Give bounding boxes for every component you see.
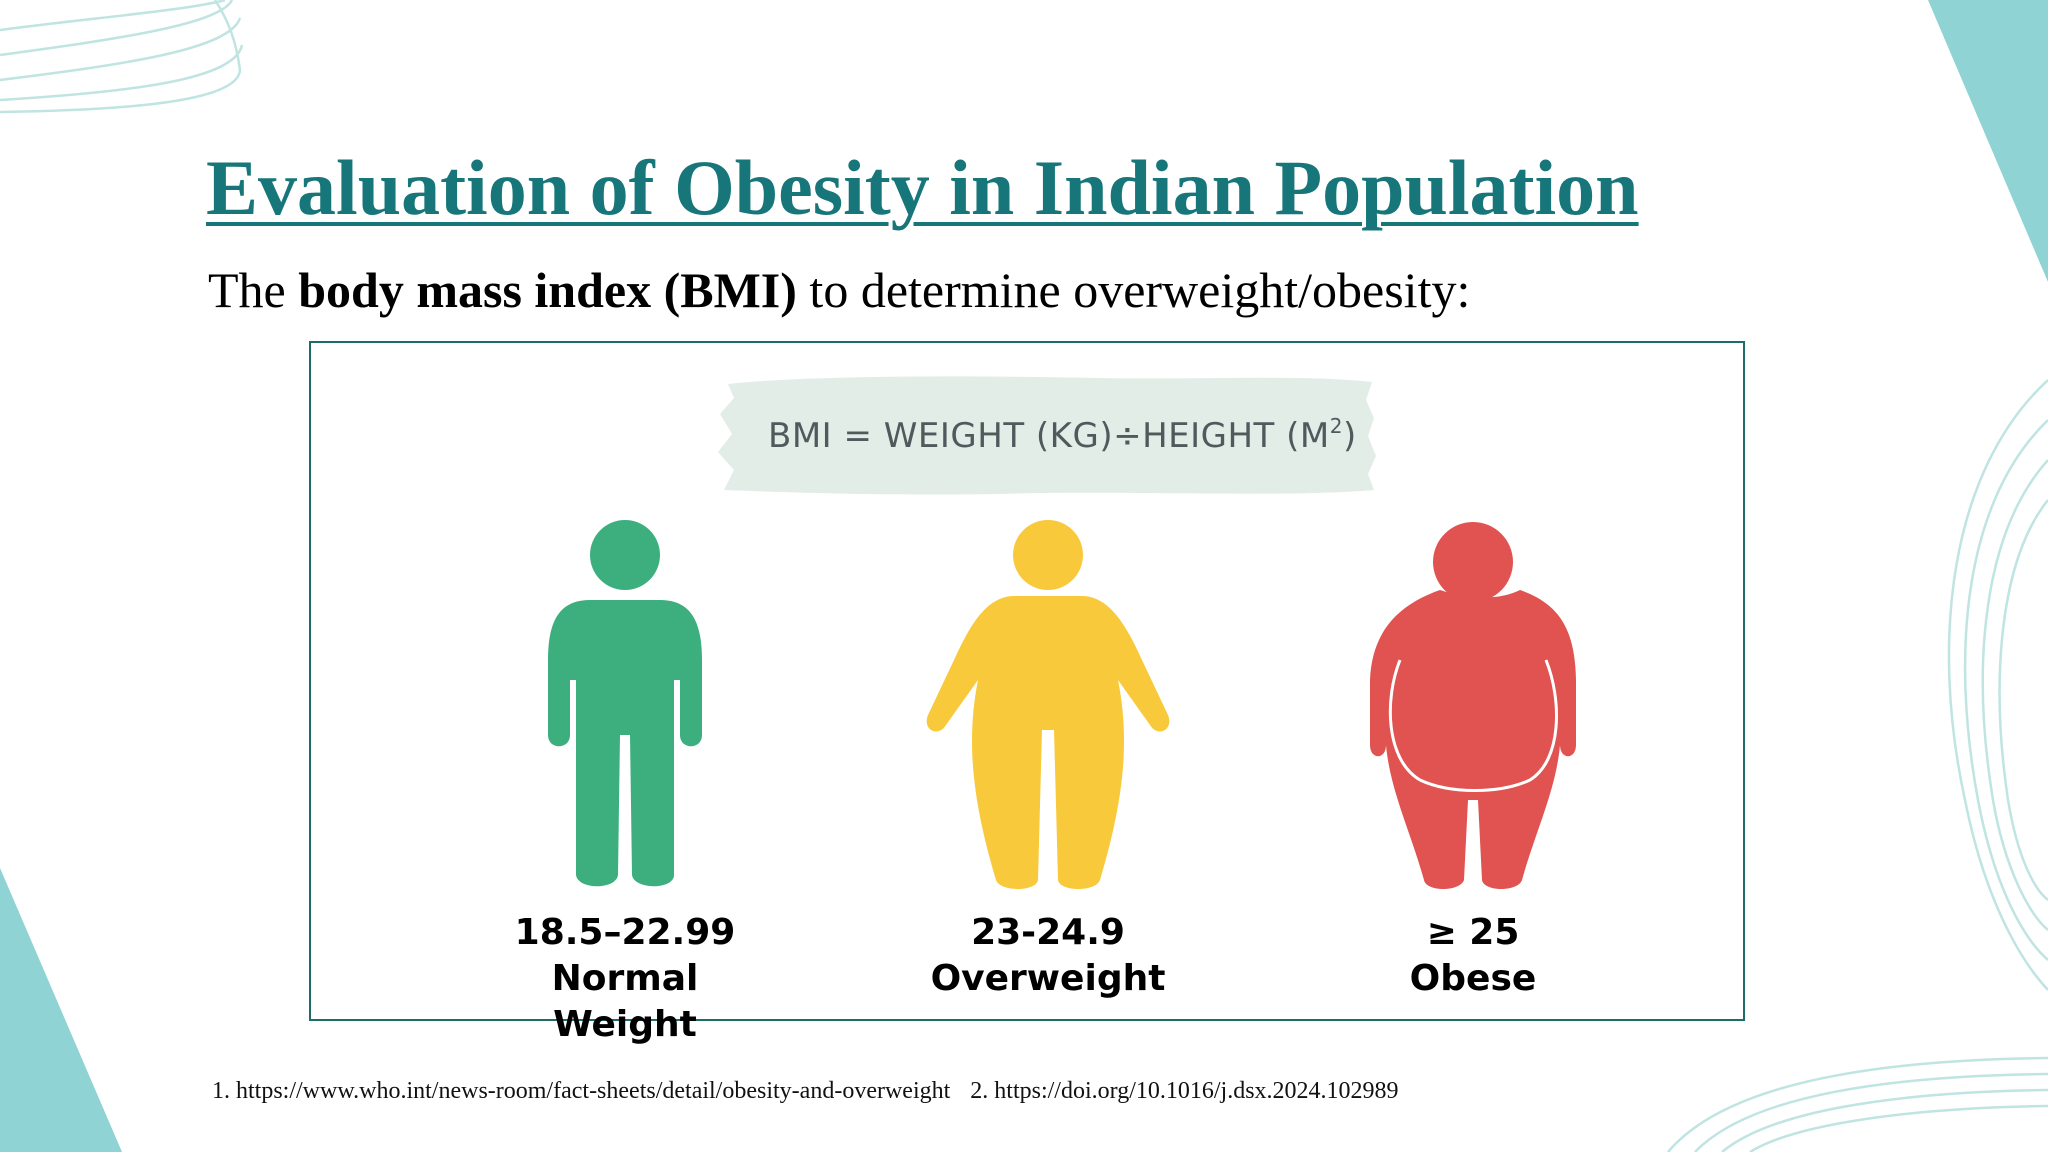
formula-superscript: 2: [1329, 414, 1343, 438]
category-label: Obese: [1409, 958, 1537, 999]
top-left-wave-lines: [0, 0, 244, 114]
category-overweight: 23-24.9 Overweight: [888, 910, 1208, 1002]
subtitle-bold-term: body mass index (BMI): [298, 262, 797, 318]
references: 1. https://www.who.int/news-room/fact-sh…: [212, 1078, 1399, 1105]
category-normal-weight: 18.5–22.99 Normal Weight: [465, 910, 785, 1048]
category-range: 18.5–22.99: [514, 912, 736, 953]
subtitle-suffix: to determine overweight/obesity:: [796, 262, 1471, 318]
reference-link[interactable]: 1. https://www.who.int/news-room/fact-sh…: [212, 1078, 951, 1104]
category-range: 23-24.9: [971, 912, 1125, 953]
bmi-formula: BMI = WEIGHT (KG)÷HEIGHT (M2): [768, 414, 1356, 456]
slide-title: Evaluation of Obesity in Indian Populati…: [206, 144, 1639, 231]
bottom-right-wave-lines: [1667, 1056, 2048, 1152]
right-wave-lines: [1947, 379, 2048, 991]
bottom-left-corner-shape: [0, 868, 122, 1152]
top-right-corner-shape: [1928, 0, 2048, 282]
reference-link[interactable]: 2. https://doi.org/10.1016/j.dsx.2024.10…: [970, 1078, 1399, 1104]
formula-text: BMI = WEIGHT (KG)÷HEIGHT (M: [768, 416, 1330, 456]
normal-weight-figure-icon: [548, 520, 702, 887]
obese-figure-icon: [1370, 522, 1576, 889]
overweight-figure-icon: [926, 520, 1170, 889]
category-obese: ≥ 25 Obese: [1313, 910, 1633, 1002]
formula-brush-background: [718, 376, 1376, 495]
formula-close-paren: ): [1342, 416, 1357, 456]
category-label: Normal Weight: [551, 958, 699, 1045]
category-label: Overweight: [930, 958, 1166, 999]
subtitle-prefix: The: [208, 262, 299, 318]
category-range: ≥ 25: [1426, 912, 1520, 953]
slide-subtitle: The body mass index (BMI) to determine o…: [208, 258, 1470, 322]
